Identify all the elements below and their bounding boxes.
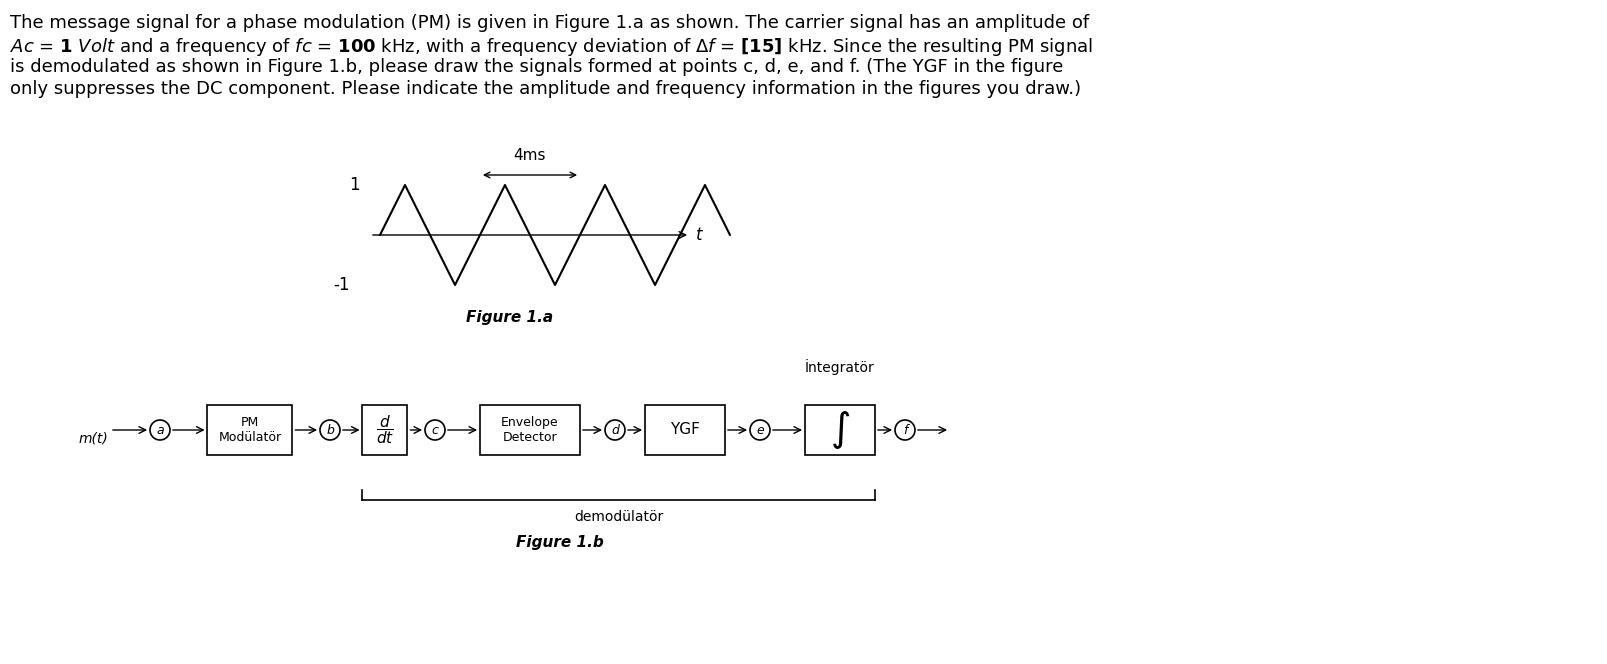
Text: c: c bbox=[431, 424, 439, 436]
Bar bbox=[644, 405, 725, 455]
Text: 1: 1 bbox=[349, 176, 360, 194]
Text: PM
Modülatör: PM Modülatör bbox=[219, 416, 281, 444]
Text: $t$: $t$ bbox=[694, 226, 704, 244]
Circle shape bbox=[895, 420, 914, 440]
Text: $\dfrac{d}{dt}$: $\dfrac{d}{dt}$ bbox=[376, 414, 394, 446]
Text: 4ms: 4ms bbox=[513, 148, 546, 163]
Text: İntegratör: İntegratör bbox=[805, 359, 874, 375]
Text: only suppresses the DC component. Please indicate the amplitude and frequency in: only suppresses the DC component. Please… bbox=[10, 80, 1080, 98]
Text: Figure 1.a: Figure 1.a bbox=[466, 310, 553, 325]
Text: The message signal for a phase modulation (PM) is given in Figure 1.a as shown. : The message signal for a phase modulatio… bbox=[10, 14, 1088, 32]
Text: Figure 1.b: Figure 1.b bbox=[516, 535, 604, 550]
Text: m(t): m(t) bbox=[79, 431, 108, 445]
Text: demodülatör: demodülatör bbox=[574, 510, 664, 524]
Circle shape bbox=[149, 420, 170, 440]
Circle shape bbox=[424, 420, 445, 440]
Circle shape bbox=[320, 420, 339, 440]
Circle shape bbox=[604, 420, 625, 440]
Text: is demodulated as shown in Figure 1.b, please draw the signals formed at points : is demodulated as shown in Figure 1.b, p… bbox=[10, 58, 1062, 76]
Text: d: d bbox=[611, 424, 619, 436]
Text: b: b bbox=[326, 424, 334, 436]
Text: e: e bbox=[755, 424, 763, 436]
Bar bbox=[362, 405, 407, 455]
Text: $\int$: $\int$ bbox=[829, 409, 850, 451]
Bar bbox=[207, 405, 292, 455]
Text: YGF: YGF bbox=[670, 422, 699, 438]
Bar bbox=[805, 405, 874, 455]
Text: $Ac$ = $\mathbf{1}$ $Volt$ and a frequency of $fc$ = $\mathbf{100}$ kHz, with a : $Ac$ = $\mathbf{1}$ $Volt$ and a frequen… bbox=[10, 36, 1093, 58]
Text: Envelope
Detector: Envelope Detector bbox=[501, 416, 559, 444]
Bar bbox=[480, 405, 580, 455]
Text: -1: -1 bbox=[333, 276, 350, 294]
Text: f: f bbox=[902, 424, 906, 436]
Circle shape bbox=[749, 420, 770, 440]
Text: a: a bbox=[156, 424, 164, 436]
